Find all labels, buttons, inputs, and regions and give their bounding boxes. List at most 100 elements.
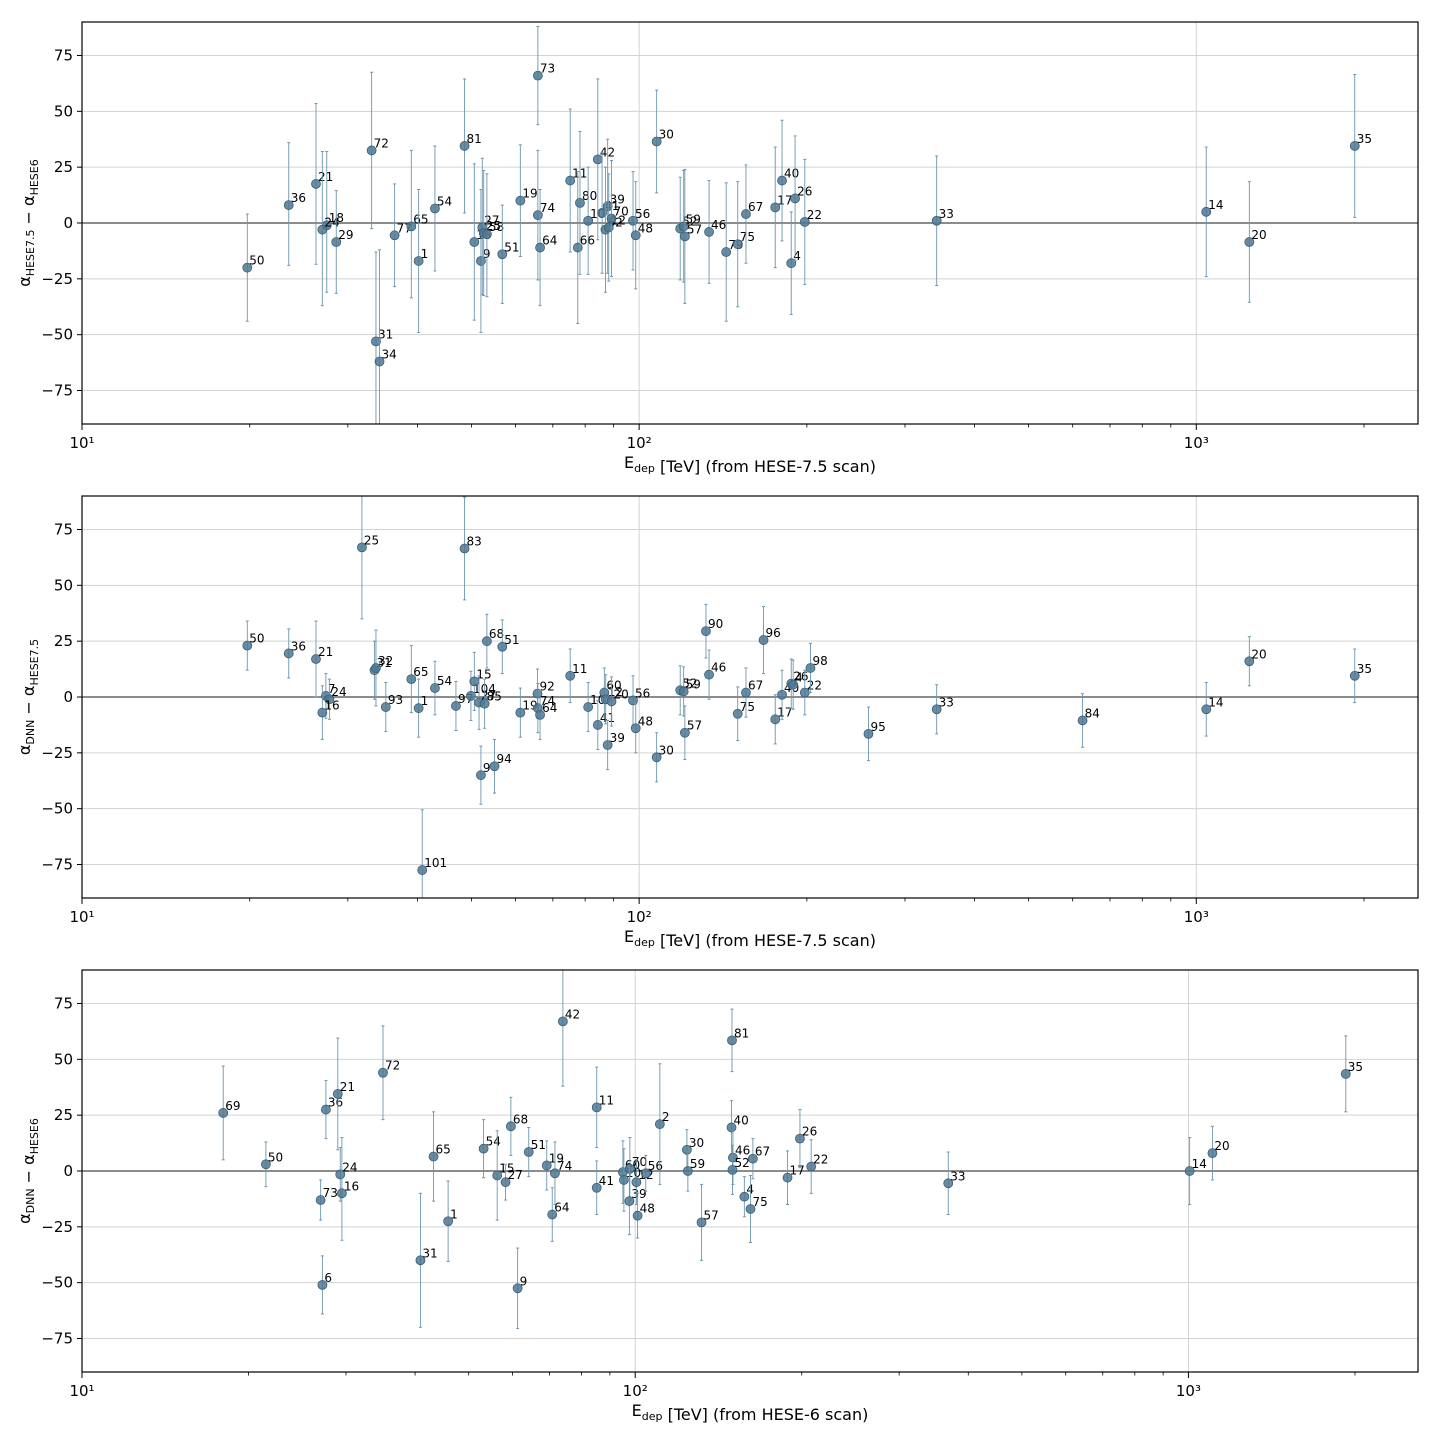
data-point xyxy=(371,336,381,347)
point-label: 57 xyxy=(704,1208,719,1222)
point-label: 48 xyxy=(638,714,653,728)
y-tick-label: 25 xyxy=(54,1106,73,1124)
data-point xyxy=(741,687,751,698)
point-label: 15 xyxy=(499,1161,514,1175)
point-label: 22 xyxy=(807,208,822,222)
x-tick-label: 10² xyxy=(627,908,652,926)
data-point xyxy=(679,727,690,738)
point-label: 17 xyxy=(790,1164,805,1178)
point-label: 20 xyxy=(613,687,628,701)
data-point xyxy=(863,728,874,739)
data-point xyxy=(786,258,797,269)
point-label: 65 xyxy=(436,1142,451,1156)
point-label: 27 xyxy=(484,213,499,227)
point-label: 70 xyxy=(613,205,628,219)
x-tick-label: 10³ xyxy=(1184,434,1209,452)
x-axis-label: Edep [TeV] (from HESE-7.5 scan) xyxy=(624,453,876,476)
data-point xyxy=(479,698,490,709)
data-point xyxy=(547,1209,558,1220)
point-label: 51 xyxy=(531,1138,546,1152)
y-tick-label: 75 xyxy=(54,47,73,65)
data-point xyxy=(777,689,787,700)
y-tick-label: 0 xyxy=(63,688,73,706)
point-label: 74 xyxy=(540,201,555,215)
data-point xyxy=(378,1067,388,1078)
data-point xyxy=(535,709,545,720)
point-label: 29 xyxy=(338,228,353,242)
point-label: 46 xyxy=(735,1144,750,1158)
data-point xyxy=(1349,141,1360,151)
point-label: 52 xyxy=(734,1156,749,1170)
data-point xyxy=(451,701,461,711)
x-tick-label: 10² xyxy=(623,1382,648,1400)
point-label: 68 xyxy=(513,1112,528,1126)
data-point xyxy=(704,669,714,680)
data-point xyxy=(430,683,440,693)
y-tick-label: −50 xyxy=(41,326,73,344)
point-label: 93 xyxy=(388,693,403,707)
point-label: 1 xyxy=(421,247,429,261)
data-point xyxy=(515,707,526,718)
data-point xyxy=(469,237,480,247)
point-label: 33 xyxy=(939,695,954,709)
x-tick-label: 10¹ xyxy=(69,434,94,452)
point-label: 73 xyxy=(323,1186,338,1200)
data-point xyxy=(357,542,367,553)
point-label: 81 xyxy=(734,1026,749,1040)
data-point xyxy=(606,213,617,224)
y-tick-label: −75 xyxy=(41,1330,73,1348)
data-point xyxy=(931,215,942,226)
y-tick-label: −75 xyxy=(41,382,73,400)
point-label: 14 xyxy=(1208,695,1223,709)
y-tick-label: −50 xyxy=(41,1274,73,1292)
data-point xyxy=(366,145,377,156)
data-point xyxy=(782,1172,793,1183)
point-label: 27 xyxy=(508,1168,523,1182)
point-label: 17 xyxy=(777,705,792,719)
data-point xyxy=(603,222,614,233)
point-label: 30 xyxy=(689,1136,704,1150)
point-label: 30 xyxy=(659,743,674,757)
point-label: 66 xyxy=(580,234,595,248)
y-axis-label: αDNN − αHESE7.5 xyxy=(15,639,41,755)
point-label: 46 xyxy=(711,661,726,675)
point-label: 34 xyxy=(382,347,397,361)
y-tick-label: 75 xyxy=(54,995,73,1013)
point-label: 35 xyxy=(1348,1060,1363,1074)
point-label: 22 xyxy=(807,679,822,693)
data-point xyxy=(606,696,617,707)
point-label: 21 xyxy=(318,645,333,659)
point-label: 59 xyxy=(686,677,701,691)
data-point xyxy=(624,1163,635,1174)
data-point xyxy=(583,215,594,226)
point-label: 20 xyxy=(1251,647,1266,661)
point-label: 19 xyxy=(522,187,537,201)
panel-1: 5036211824297231347765154811592725585119… xyxy=(15,21,1419,476)
point-label: 59 xyxy=(690,1157,705,1171)
data-point xyxy=(741,209,751,219)
data-point xyxy=(739,1191,750,1202)
data-point xyxy=(1207,1148,1218,1159)
data-point xyxy=(413,256,424,266)
point-label: 1 xyxy=(421,694,429,708)
data-point xyxy=(311,654,321,664)
point-label: 33 xyxy=(950,1169,965,1183)
data-point xyxy=(443,1216,454,1227)
data-point xyxy=(770,202,781,213)
point-label: 35 xyxy=(1357,132,1372,146)
point-label: 80 xyxy=(582,189,597,203)
data-point xyxy=(591,1182,602,1193)
point-label: 19 xyxy=(549,1151,564,1165)
data-point xyxy=(481,636,492,647)
data-point xyxy=(335,1169,346,1180)
data-point xyxy=(1244,656,1255,667)
data-point xyxy=(770,714,781,725)
data-point xyxy=(332,1089,343,1099)
data-point xyxy=(476,256,486,266)
point-label: 39 xyxy=(631,1187,646,1201)
point-label: 56 xyxy=(635,207,650,221)
data-point xyxy=(413,703,424,714)
data-point xyxy=(478,1143,489,1154)
x-tick-label: 10³ xyxy=(1176,1382,1201,1400)
data-point xyxy=(795,1133,805,1144)
